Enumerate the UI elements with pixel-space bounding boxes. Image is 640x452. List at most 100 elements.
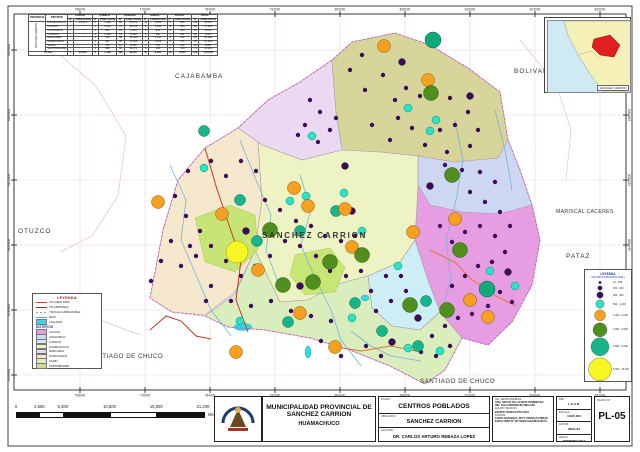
centro-poblado-12-150 — [308, 313, 314, 319]
centro-poblado-12-150 — [477, 169, 483, 175]
plano-label: PLANO: — [381, 398, 391, 401]
centro-poblado-150-300 — [296, 282, 304, 290]
centro-poblado-150-300 — [466, 92, 474, 100]
centro-poblado-500-1000 — [403, 103, 413, 113]
centro-poblado-1000-2000 — [481, 310, 495, 324]
centro-poblado-500-1000 — [199, 163, 209, 173]
centro-poblado-2000-3500 — [402, 297, 418, 313]
map-label: OTUZCO — [18, 228, 51, 235]
resp-label: ING. RESPONSABLES: — [495, 398, 522, 401]
svg-text:800000: 800000 — [335, 8, 346, 12]
svg-text:824000: 824000 — [530, 8, 541, 12]
centro-poblado-3500-6000-big — [424, 31, 442, 49]
resp-name-2: ING. TALIA RODRIGUEZ MELGAR — [495, 404, 536, 408]
map-label: PATAZ — [566, 253, 591, 260]
svg-text:9168000: 9168000 — [7, 44, 11, 57]
centro-poblado-12-150 — [293, 218, 299, 224]
centro-poblado-12-150 — [228, 298, 234, 304]
centro-poblado-12-150 — [267, 253, 273, 259]
municipality-line1: MUNICIPALIDAD PROVINCIAL DE — [266, 404, 372, 411]
centro-poblado-1000-2000 — [328, 340, 342, 354]
centro-poblado-12-150 — [238, 273, 244, 279]
map-label: MARISCAL CACERES — [556, 209, 614, 215]
centro-poblado-12-150 — [328, 318, 334, 324]
circle-legend-item: 3,500 - 6,000 — [587, 337, 629, 357]
centro-poblado-12-150 — [509, 299, 515, 305]
centro-poblado-3500-6000 — [251, 235, 263, 247]
province-boundary — [149, 32, 541, 385]
centro-poblado-150-300 — [341, 162, 349, 170]
centro-poblado-150-300 — [388, 338, 396, 346]
centro-poblado-1000-2000 — [406, 225, 420, 239]
centro-poblado-12-150 — [449, 283, 455, 289]
scalebar-tick-label: 5,300 — [57, 404, 68, 409]
alcalde-label: ALCALDE: — [381, 429, 394, 432]
centro-poblado-12-150 — [437, 223, 443, 229]
table-row: SANCHEZ CARRION HUAMACHUCO 1 23,267 2 1,408 98… — [27, 21, 219, 53]
centro-poblado-2000-3500 — [444, 167, 460, 183]
svg-text:784000: 784000 — [205, 394, 216, 398]
svg-text:816000: 816000 — [465, 8, 476, 12]
equipo-value: EQUIPO TECNICO PDU 2007 — [495, 410, 529, 414]
population-table-box: PROVINCIA DISTRITO CIUDAD PUEBLO CASERIO ANEX… — [27, 13, 219, 56]
centro-poblado-3500-6000 — [349, 297, 361, 309]
scalebar-tick-label: 0 — [14, 404, 18, 409]
centro-poblado-12-150 — [475, 127, 481, 133]
svg-text:9144000: 9144000 — [628, 239, 632, 252]
plan-number-label: PLANO N°: — [597, 398, 612, 402]
centro-poblado-12-150 — [465, 109, 471, 115]
centro-poblado-12-150 — [387, 137, 393, 143]
centro-poblado-12-150 — [223, 173, 229, 179]
centro-poblado-2000-3500 — [322, 254, 338, 270]
centro-poblado-12-150 — [362, 87, 368, 93]
sheet-details-box: DIB.: L.A.A.R. ESCALA: 1/125,000 DATUM: … — [556, 396, 592, 442]
legend-line-item: VIA ASFALTADA — [36, 300, 98, 305]
centro-poblado-12-150 — [492, 179, 498, 185]
centro-poblado-2000-3500 — [275, 277, 291, 293]
legend-line-item: TROCHA CARROZABLE — [36, 310, 98, 315]
centro-poblado-2000-3500 — [439, 302, 455, 318]
centro-poblado-3500-6000 — [282, 316, 294, 328]
responsibles-box: ING. RESPONSABLES: ARQ. OSCAR VILLACORTA… — [492, 396, 554, 442]
centro-poblado-12-150 — [223, 258, 229, 264]
dib-value: L.A.A.R. — [567, 401, 581, 406]
centro-poblado-12-150 — [288, 308, 294, 314]
centro-poblado-12-150 — [369, 122, 375, 128]
centro-poblado-12-150 — [315, 139, 321, 145]
centro-poblado-12-150 — [383, 273, 389, 279]
centro-poblado-12-150 — [148, 278, 154, 284]
centro-poblado-12-150 — [268, 298, 274, 304]
centro-poblado-12-150 — [373, 308, 379, 314]
centro-poblado-12-150 — [318, 338, 324, 344]
centro-poblado-150-300 — [504, 268, 512, 276]
centro-poblado-12-150 — [422, 142, 428, 148]
centro-poblado-12-150 — [433, 353, 439, 359]
dib-label: DIB.: — [559, 398, 565, 401]
centro-poblado-12-150 — [327, 268, 333, 274]
centro-poblado-500-1000 — [510, 281, 520, 291]
centro-poblado-1000-2000 — [338, 202, 352, 216]
centro-poblado-capital — [225, 240, 249, 264]
centro-poblado-12-150 — [282, 238, 288, 244]
centro-poblado-12-150 — [403, 288, 409, 294]
centro-poblado-12-150 — [403, 85, 409, 91]
centro-poblado-12-150 — [185, 168, 191, 174]
centro-poblado-2000-3500 — [452, 242, 468, 258]
municipality-title-box: MUNICIPALIDAD PROVINCIAL DE SANCHEZ CARR… — [262, 396, 376, 442]
svg-text:9152000: 9152000 — [628, 174, 632, 187]
centro-poblado-12-150 — [338, 353, 344, 359]
circle-legend-items: 12 - 150 150 - 300 300 - 500 500 - 1,000 1,0… — [587, 280, 629, 381]
svg-text:808000: 808000 — [400, 394, 411, 398]
legend-line-item: VIA AFIRMADA — [36, 305, 98, 310]
scalebar-tick-label: 2,650 — [34, 404, 45, 409]
circle-legend-item: 150 - 300 — [587, 285, 629, 291]
centro-poblado-500-1000 — [485, 266, 495, 276]
centro-poblado-12-150 — [358, 268, 364, 274]
centro-poblado-12-150 — [447, 95, 453, 101]
centro-poblado-500-1000 — [285, 196, 295, 206]
centro-poblado-1000-2000 — [293, 306, 307, 320]
centro-poblado-12-150 — [442, 323, 448, 329]
centro-poblado-12-150 — [193, 253, 199, 259]
legend-box: LEYENDA VIA ASFALTADA VIA AFIRMADA TROCHA … — [32, 293, 102, 369]
